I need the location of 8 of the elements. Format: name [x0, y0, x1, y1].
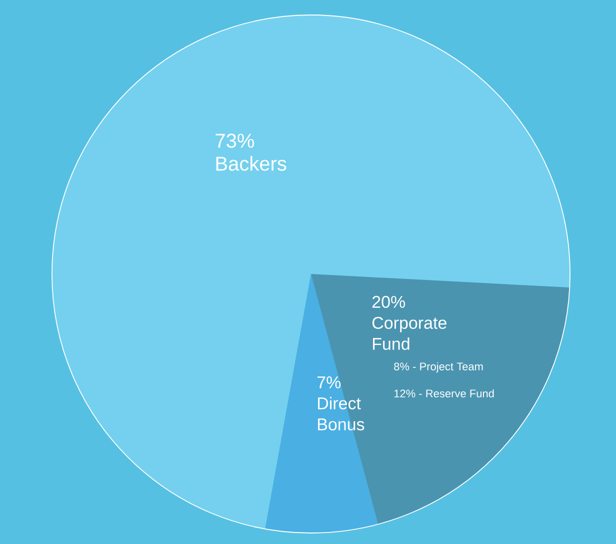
slice-label: Corporate Fund — [372, 316, 446, 350]
data-label: 20% — [372, 296, 406, 308]
data-label: 7% — [317, 376, 341, 388]
text: 8% - Project Team — [394, 362, 483, 373]
slice-label: Direct Bonus — [318, 396, 364, 430]
slice-label: Backers — [216, 156, 286, 171]
data-label: 73% — [216, 134, 254, 148]
text: 12% - Reserve Fund — [394, 389, 494, 398]
